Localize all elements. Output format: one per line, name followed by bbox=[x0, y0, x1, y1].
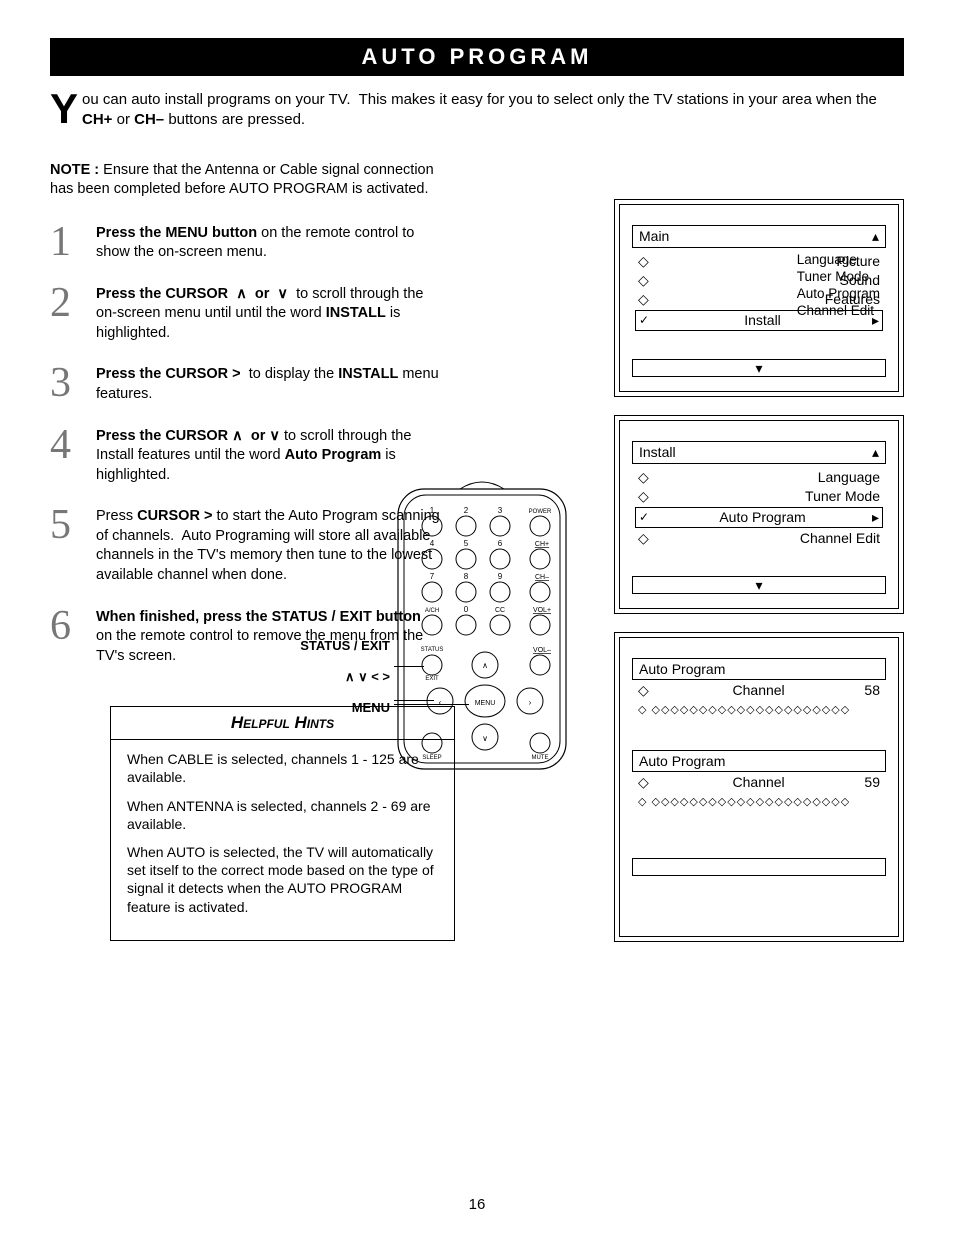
svg-text:MENU: MENU bbox=[475, 700, 496, 707]
osd-main-title: Main bbox=[632, 225, 886, 248]
svg-text:7: 7 bbox=[430, 572, 435, 581]
osd-install-title: Install bbox=[632, 441, 886, 464]
osd-main-right-list: Language Tuner Mode Auto Program Channel… bbox=[797, 251, 880, 319]
osd-progress-bottom-bar bbox=[632, 858, 886, 876]
svg-text:∧: ∧ bbox=[482, 661, 488, 670]
osd-install: Install Language Tuner Mode Auto Program… bbox=[619, 420, 899, 609]
step-number: 5 bbox=[50, 507, 78, 545]
note-label: NOTE : bbox=[50, 162, 99, 178]
osd-main: Main Picture Sound Features Install Lang… bbox=[619, 204, 899, 392]
svg-text:VOL+: VOL+ bbox=[533, 607, 551, 614]
callout-cursor: ∧ ∨ < > bbox=[240, 661, 390, 692]
osd-install-list: Language Tuner Mode Auto Program Channel… bbox=[632, 468, 886, 548]
step-3: 3 Press the CURSOR > to display the INST… bbox=[50, 365, 440, 404]
svg-text:SLEEP: SLEEP bbox=[422, 755, 441, 761]
intro-dropcap: Y bbox=[50, 90, 82, 128]
step-number: 2 bbox=[50, 285, 78, 323]
svg-text:CC: CC bbox=[495, 607, 505, 614]
svg-text:STATUS: STATUS bbox=[421, 647, 444, 653]
step-number: 3 bbox=[50, 365, 78, 403]
step-text: Press CURSOR > to start the Auto Program… bbox=[96, 507, 440, 585]
step-number: 1 bbox=[50, 224, 78, 262]
osd-item-tuner: Tuner Mode bbox=[638, 487, 880, 506]
arrow-up-icon bbox=[872, 228, 879, 245]
svg-text:CH+: CH+ bbox=[535, 541, 549, 548]
osd-progress: Auto Program Channel 58 ◇ ◇◇◇◇◇◇◇◇◇◇◇◇◇◇… bbox=[619, 637, 899, 937]
osd-progress-title-1: Auto Program bbox=[632, 658, 886, 680]
step-4: 4 Press the CURSOR ∧ or ∨ to scroll thro… bbox=[50, 427, 440, 486]
remote-illustration: 1 2 3 POWER 4 5 6 CH+ 7 8 9 CH– A/CH 0 CC VOL+ STATU… bbox=[390, 471, 575, 771]
svg-text:8: 8 bbox=[464, 572, 469, 581]
step-number: 6 bbox=[50, 608, 78, 646]
osd-scroll-down bbox=[632, 576, 886, 594]
channel-value: 58 bbox=[864, 682, 880, 698]
svg-text:3: 3 bbox=[498, 506, 503, 515]
svg-text:0: 0 bbox=[464, 605, 469, 614]
osd-right-item: Tuner Mode bbox=[797, 268, 880, 285]
callout-line bbox=[394, 666, 424, 667]
svg-text:›: › bbox=[529, 698, 532, 707]
osd-item-channeledit: Channel Edit bbox=[638, 529, 880, 548]
step-1: 1 Press the MENU button on the remote co… bbox=[50, 224, 440, 263]
callout-menu: MENU bbox=[240, 692, 390, 723]
osd-progress-channel-1: Channel 58 bbox=[632, 680, 886, 701]
osd-progress-title-2: Auto Program bbox=[632, 750, 886, 772]
osd-title-text: Main bbox=[639, 228, 669, 244]
arrow-right-icon bbox=[872, 509, 879, 526]
svg-text:‹: ‹ bbox=[439, 698, 442, 707]
osd-scroll-down bbox=[632, 359, 886, 377]
svg-text:CH–: CH– bbox=[535, 574, 549, 581]
intro-paragraph: Y ou can auto install programs on your T… bbox=[50, 90, 904, 131]
osd-title-text: Install bbox=[639, 444, 676, 460]
progress-dots-1: ◇ ◇◇◇◇◇◇◇◇◇◇◇◇◇◇◇◇◇◇◇◇◇ bbox=[632, 703, 886, 716]
svg-text:VOL–: VOL– bbox=[533, 647, 551, 654]
osd-item-autoprogram: Auto Program bbox=[635, 507, 883, 528]
osd-install-outer: Install Language Tuner Mode Auto Program… bbox=[614, 415, 904, 614]
step-number: 4 bbox=[50, 427, 78, 465]
osd-right-item: Language bbox=[797, 251, 880, 268]
remote-callout-labels: STATUS / EXIT ∧ ∨ < > MENU bbox=[240, 630, 390, 724]
svg-text:∨: ∨ bbox=[482, 734, 488, 743]
svg-text:A/CH: A/CH bbox=[425, 608, 439, 614]
step-text: Press the MENU button on the remote cont… bbox=[96, 224, 440, 263]
svg-text:4: 4 bbox=[430, 539, 435, 548]
callout-line bbox=[394, 704, 469, 705]
osd-main-outer: Main Picture Sound Features Install Lang… bbox=[614, 199, 904, 397]
steps-list: 1 Press the MENU button on the remote co… bbox=[50, 224, 440, 667]
osd-item-language: Language bbox=[638, 468, 880, 487]
note-block: NOTE : Ensure that the Antenna or Cable … bbox=[50, 161, 440, 200]
osd-progress-channel-2: Channel 59 bbox=[632, 772, 886, 793]
svg-text:5: 5 bbox=[464, 539, 469, 548]
hints-para: When ANTENNA is selected, channels 2 - 6… bbox=[127, 797, 438, 833]
callout-status-exit: STATUS / EXIT bbox=[240, 630, 390, 661]
remote-svg: 1 2 3 POWER 4 5 6 CH+ 7 8 9 CH– A/CH 0 CC VOL+ STATU… bbox=[390, 471, 575, 771]
step-text: Press the CURSOR > to display the INSTAL… bbox=[96, 365, 440, 404]
hints-para: When AUTO is selected, the TV will autom… bbox=[127, 843, 438, 916]
step-text: Press the CURSOR ∧ or ∨ to scroll throug… bbox=[96, 427, 440, 486]
svg-text:1: 1 bbox=[430, 506, 435, 515]
callout-line bbox=[394, 700, 434, 701]
svg-text:6: 6 bbox=[498, 539, 503, 548]
note-text: Ensure that the Antenna or Cable signal … bbox=[50, 162, 434, 198]
osd-right-item: Auto Program bbox=[797, 285, 880, 302]
svg-text:EXIT: EXIT bbox=[425, 676, 439, 682]
step-text: Press the CURSOR ∧ or ∨ to scroll throug… bbox=[96, 285, 440, 344]
channel-value: 59 bbox=[864, 774, 880, 790]
svg-text:POWER: POWER bbox=[529, 509, 552, 515]
svg-text:9: 9 bbox=[498, 572, 503, 581]
osd-progress-outer: Auto Program Channel 58 ◇ ◇◇◇◇◇◇◇◇◇◇◇◇◇◇… bbox=[614, 632, 904, 942]
progress-dots-2: ◇ ◇◇◇◇◇◇◇◇◇◇◇◇◇◇◇◇◇◇◇◇◇ bbox=[632, 795, 886, 808]
svg-text:MUTE: MUTE bbox=[532, 755, 549, 761]
step-2: 2 Press the CURSOR ∧ or ∨ to scroll thro… bbox=[50, 285, 440, 344]
arrow-up-icon bbox=[872, 444, 879, 461]
svg-text:2: 2 bbox=[464, 506, 469, 515]
section-title: AUTO PROGRAM bbox=[50, 38, 904, 76]
osd-right-item: Channel Edit bbox=[797, 302, 880, 319]
page-number: 16 bbox=[0, 1196, 954, 1213]
intro-text: ou can auto install programs on your TV.… bbox=[82, 91, 877, 128]
step-5: 5 Press CURSOR > to start the Auto Progr… bbox=[50, 507, 440, 585]
